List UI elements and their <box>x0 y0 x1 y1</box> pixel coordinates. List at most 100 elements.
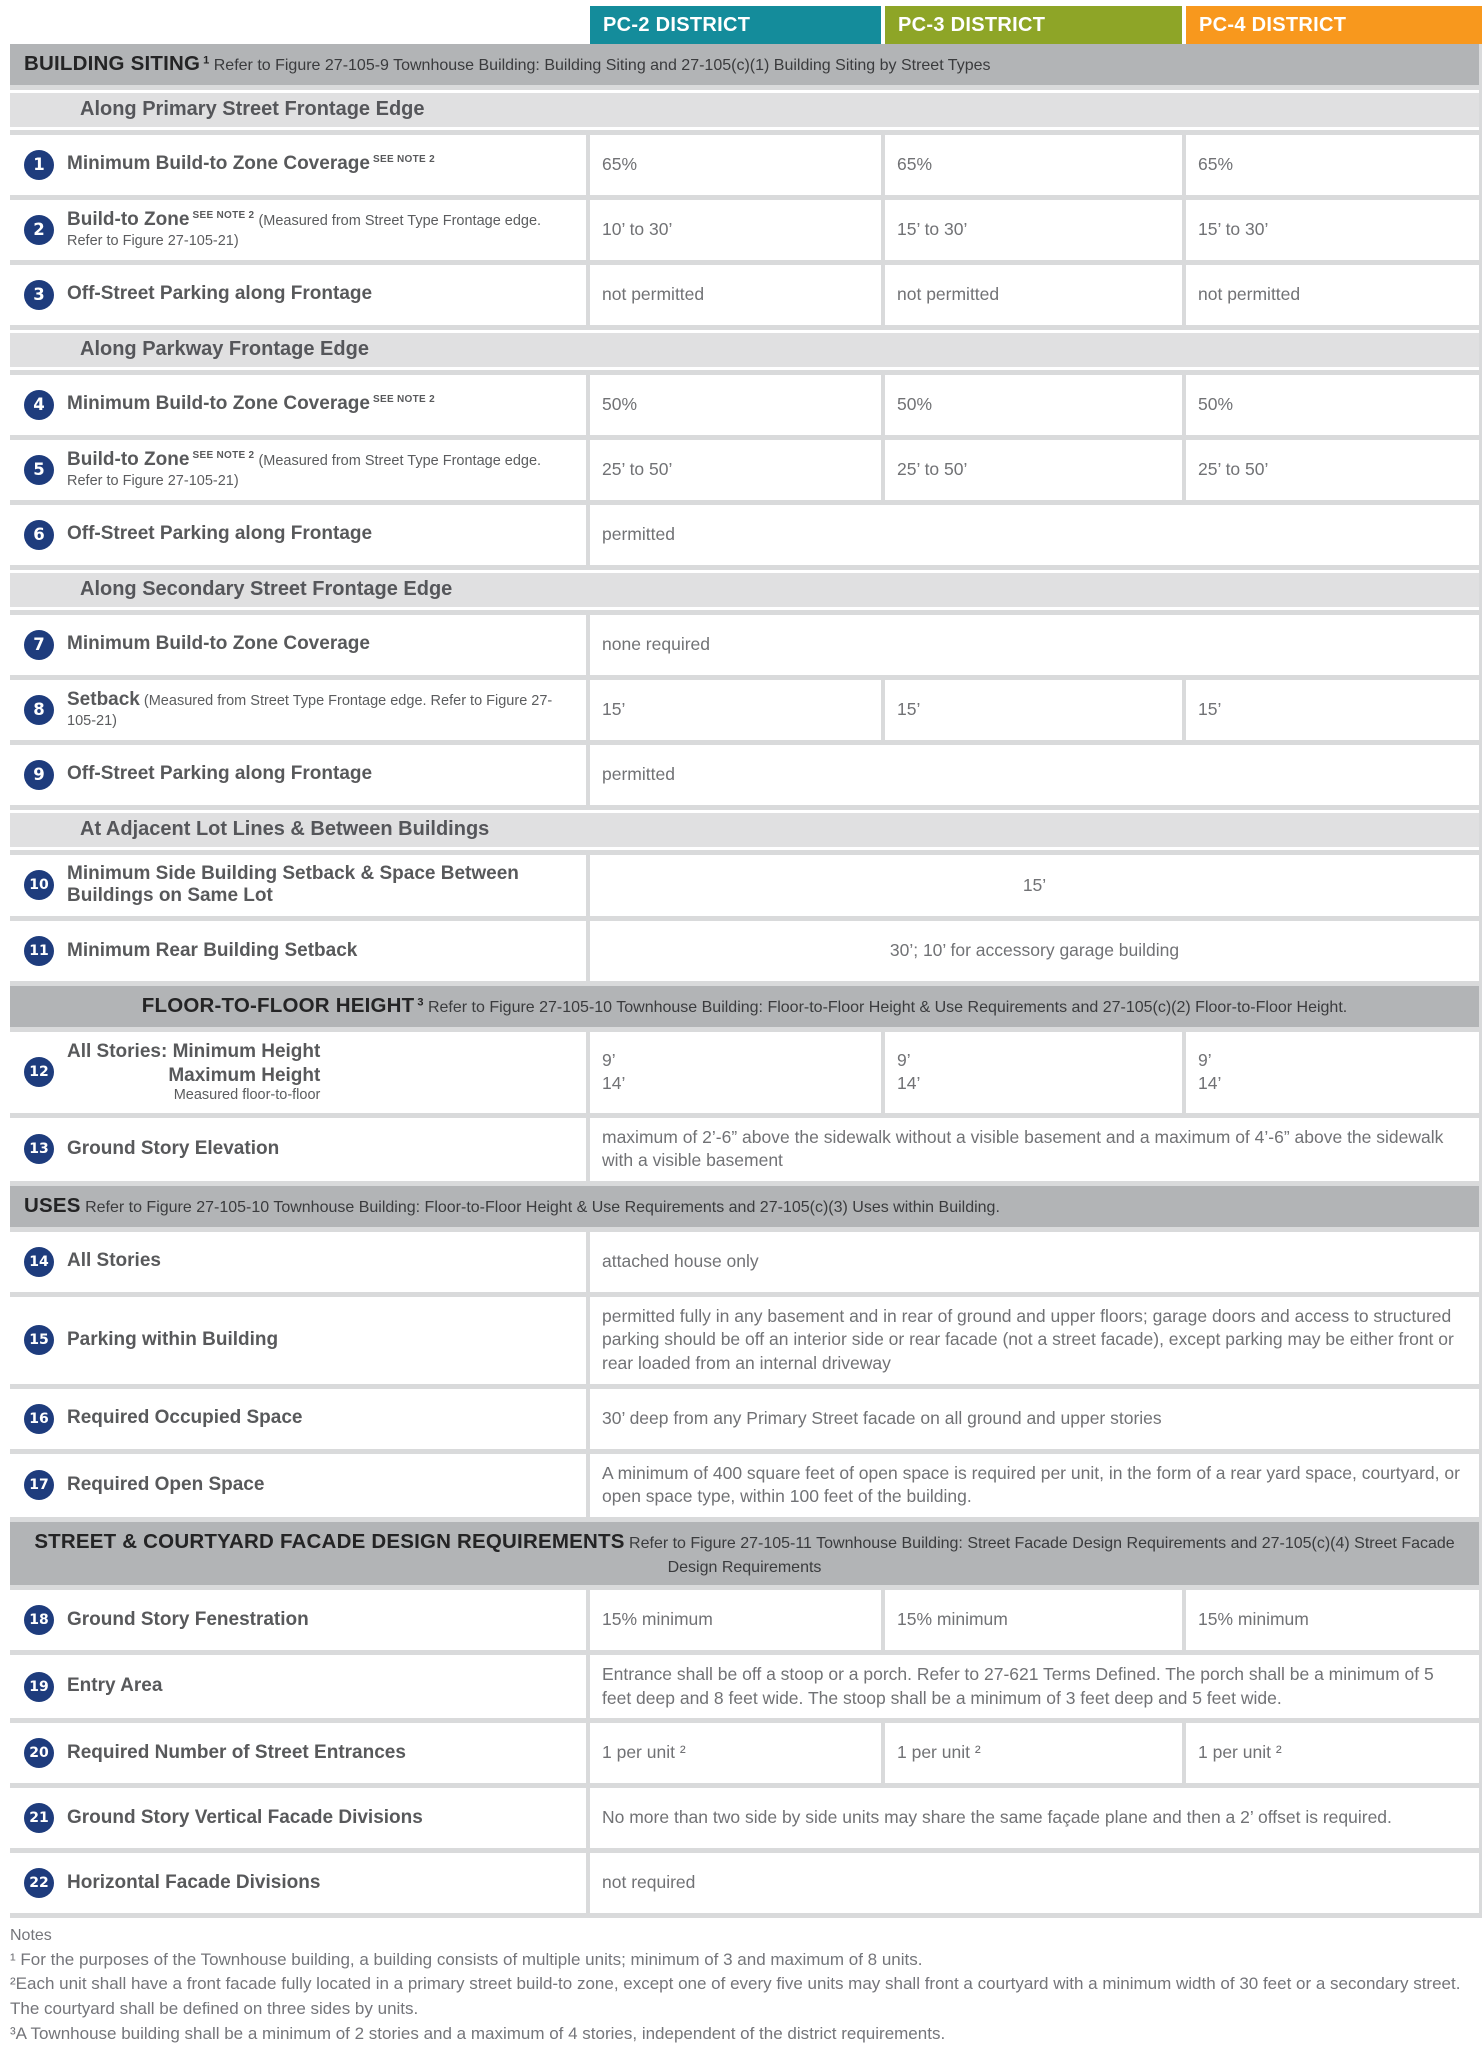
row-label: All Stories: Minimum Height Maximum Heigh… <box>67 1040 320 1105</box>
row-label-text: Parking within Building <box>67 1328 279 1350</box>
row-label-text: Minimum Rear Building Setback <box>67 939 358 961</box>
table-row: 8 Setback (Measured from Street Type Fron… <box>10 679 1479 740</box>
section-reference-text: Refer to Figure 27-105-11 Townhouse Buil… <box>624 1534 1455 1576</box>
value-cell: 30’ deep from any Primary Street facade … <box>590 1388 1479 1449</box>
district-tab-pc3: PC-3 DISTRICT <box>885 6 1182 44</box>
value-cell: not required <box>590 1853 1479 1914</box>
value-cell: 15’ <box>885 679 1182 740</box>
value-cell: 15% minimum <box>885 1590 1182 1650</box>
section-title: STREET & COURTYARD FACADE DESIGN REQUIRE… <box>34 1529 625 1553</box>
row-label: Required Number of Street Entrances <box>67 1742 406 1765</box>
row-label-text: All Stories <box>67 1250 161 1272</box>
row-number-badge: 20 <box>24 1738 54 1769</box>
row-label-cell: 18 Ground Story Fenestration <box>10 1590 586 1650</box>
row-label-text: Ground Story Vertical Facade Divisions <box>67 1806 423 1828</box>
row-label-cell: 20 Required Number of Street Entrances <box>10 1723 586 1784</box>
value-cell: A minimum of 400 square feet of open spa… <box>590 1453 1479 1517</box>
table-row: 3 Off-Street Parking along Frontage not pe… <box>10 264 1479 325</box>
value-cell: 1 per unit ² <box>885 1723 1182 1784</box>
row-number-badge: 11 <box>24 936 54 967</box>
table-row: 13 Ground Story Elevation maximum of 2’-6”… <box>10 1117 1479 1182</box>
value-cell: 15’ to 30’ <box>1186 199 1479 260</box>
section-reference-text: Refer to Figure 27-105-9 Townhouse Build… <box>209 57 991 74</box>
row-label-text: Minimum Build-to Zone Coverage <box>67 633 370 655</box>
value-cell: not permitted <box>590 264 881 325</box>
value-cell: 15’ <box>590 854 1479 917</box>
value-cell: not permitted <box>1186 264 1479 325</box>
row-number-badge: 2 <box>24 214 54 245</box>
row-label-cell: 14 All Stories <box>10 1231 586 1292</box>
value-cell: 25’ to 50’ <box>590 439 881 500</box>
section-reference-text: Refer to Figure 27-105-10 Townhouse Buil… <box>423 999 1348 1017</box>
row-label-cell: 8 Setback (Measured from Street Type Fron… <box>10 679 586 740</box>
value-cell: 65% <box>885 134 1182 195</box>
row-label: Ground Story Fenestration <box>67 1609 309 1632</box>
subsection-header: Along Parkway Frontage Edge <box>10 329 1479 370</box>
value-cell: 30’; 10’ for accessory garage building <box>590 921 1479 982</box>
row-label-cell: 15 Parking within Building <box>10 1296 586 1384</box>
row-number-badge: 1 <box>24 149 54 180</box>
row-label-text: Ground Story Elevation <box>67 1138 280 1160</box>
row-label-text: Build-to Zone <box>67 448 190 470</box>
table-row: 19 Entry Area Entrance shall be off a stoo… <box>10 1655 1479 1719</box>
table-row: 17 Required Open Space A minimum of 400 sq… <box>10 1453 1479 1517</box>
row-label-text: Setback <box>67 688 140 710</box>
row-label-cell: 9 Off-Street Parking along Frontage <box>10 744 586 805</box>
row-label-line: Maximum Height <box>168 1064 321 1086</box>
table-row: 15 Parking within Building permitted fully… <box>10 1296 1479 1384</box>
row-label-cell: 21 Ground Story Vertical Facade Divisions <box>10 1788 586 1849</box>
section-title: FLOOR-TO-FLOOR HEIGHT <box>141 994 415 1018</box>
section-header: USES Refer to Figure 27-105-10 Townhouse… <box>10 1186 1479 1227</box>
table-row: 18 Ground Story Fenestration 15% minimum 15… <box>10 1590 1479 1650</box>
row-label-cell: 1 Minimum Build-to Zone Coverage SEE NOTE… <box>10 134 586 195</box>
value-cell: maximum of 2’-6” above the sidewalk with… <box>590 1117 1479 1182</box>
row-label-cell: 11 Minimum Rear Building Setback <box>10 921 586 982</box>
see-note-superscript: SEE NOTE 2 <box>369 394 435 406</box>
row-label: All Stories <box>67 1250 161 1273</box>
row-label-text: Required Open Space <box>67 1473 265 1495</box>
row-label-text: Off-Street Parking along Frontage <box>67 763 373 785</box>
table-row: 11 Minimum Rear Building Setback 30’; 10’ … <box>10 921 1479 982</box>
row-label-cell: 10 Minimum Side Building Setback & Space … <box>10 854 586 917</box>
table-row: 1 Minimum Build-to Zone Coverage SEE NOTE… <box>10 134 1479 195</box>
row-label-text: Off-Street Parking along Frontage <box>67 283 373 305</box>
row-number-badge: 17 <box>24 1470 54 1501</box>
row-label: Ground Story Elevation <box>67 1138 279 1161</box>
row-label: Minimum Build-to Zone Coverage SEE NOTE … <box>67 393 435 416</box>
notes: Notes ¹ For the purposes of the Townhous… <box>10 1925 1470 2046</box>
table-row: 5 Build-to Zone SEE NOTE 2 (Measured from… <box>10 439 1479 500</box>
row-label: Horizontal Facade Divisions <box>67 1872 320 1895</box>
row-number-badge: 5 <box>24 454 54 485</box>
row-label-text: Entry Area <box>67 1675 163 1697</box>
row-number-badge: 19 <box>24 1671 54 1702</box>
row-label: Build-to Zone SEE NOTE 2 (Measured from … <box>67 449 574 491</box>
section-reference-text: Refer to Figure 27-105-10 Townhouse Buil… <box>80 1199 1000 1217</box>
see-note-superscript: SEE NOTE 2 <box>189 449 255 461</box>
row-label: Parking within Building <box>67 1329 278 1352</box>
row-label-text: Minimum Side Building Setback & Space Be… <box>67 862 519 907</box>
district-tab-pc4: PC-4 DISTRICT <box>1186 6 1482 44</box>
row-number-badge: 13 <box>24 1134 54 1165</box>
value-cell: 50% <box>590 374 881 435</box>
table-row: 10 Minimum Side Building Setback & Space … <box>10 854 1479 917</box>
table-row: 22 Horizontal Facade Divisions not require… <box>10 1853 1479 1914</box>
row-number-badge: 22 <box>24 1868 54 1899</box>
value-cell: 50% <box>1186 374 1479 435</box>
row-label-text: Minimum Build-to Zone Coverage <box>67 393 370 415</box>
row-number-badge: 6 <box>24 519 54 550</box>
row-label: Required Occupied Space <box>67 1407 302 1430</box>
value-cell: Entrance shall be off a stoop or a porch… <box>590 1655 1479 1719</box>
value-cell: attached house only <box>590 1231 1479 1292</box>
row-label: Off-Street Parking along Frontage <box>67 763 372 786</box>
section-title: USES <box>24 1194 81 1218</box>
value-cell: 9’ 14’ <box>1186 1031 1479 1113</box>
row-number-badge: 14 <box>24 1246 54 1277</box>
value-cell: not permitted <box>885 264 1182 325</box>
district-tabs: PC-2 DISTRICT PC-3 DISTRICT PC-4 DISTRIC… <box>10 0 1482 44</box>
value-cell: 1 per unit ² <box>1186 1723 1479 1784</box>
value-cell: 15’ to 30’ <box>885 199 1182 260</box>
note-line: ³A Townhouse building shall be a minimum… <box>10 2023 946 2043</box>
row-label-text: Off-Street Parking along Frontage <box>67 523 373 545</box>
row-label-parenthetical: (Measured from Street Type Frontage edge… <box>67 692 553 730</box>
